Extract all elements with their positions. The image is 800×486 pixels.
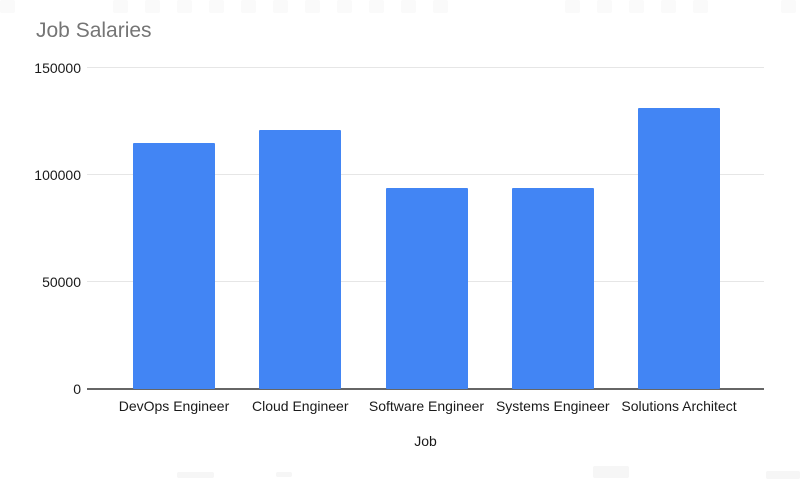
edge-artifact: [145, 0, 160, 13]
edge-artifact: [401, 0, 416, 13]
x-axis-tick-label: Software Engineer: [368, 398, 485, 414]
gridline: [87, 174, 764, 176]
y-axis-tick-label: 100000: [34, 166, 81, 183]
edge-artifact: [241, 0, 256, 13]
edge-artifact: [781, 0, 796, 13]
x-axis-tick-label: DevOps Engineer: [118, 398, 230, 414]
x-axis-tick-label: Systems Engineer: [495, 398, 610, 414]
x-axis-line: [87, 388, 764, 390]
edge-artifact: [305, 0, 320, 13]
bar[interactable]: [638, 108, 720, 389]
edge-artifact: [565, 0, 580, 13]
edge-artifact: [113, 0, 128, 13]
edge-artifact: [177, 0, 192, 13]
edge-artifact: [597, 0, 612, 13]
edge-artifact: [693, 0, 708, 13]
bar[interactable]: [133, 142, 215, 389]
x-axis-tick-label: Solutions Architect: [621, 398, 737, 414]
edge-artifact: [593, 466, 629, 478]
x-axis-title: Job: [414, 433, 437, 449]
y-axis-tick-label: 0: [73, 381, 81, 397]
edge-artifact: [629, 0, 644, 13]
x-axis-tick-label: Cloud Engineer: [251, 398, 349, 414]
y-axis-tick-label: 50000: [42, 273, 81, 290]
chart-title: Job Salaries: [36, 19, 152, 42]
edge-artifact: [177, 472, 214, 478]
y-axis-tick-label: 150000: [34, 59, 81, 76]
bar[interactable]: [511, 187, 594, 389]
edge-artifact: [276, 472, 292, 477]
edge-artifact: [369, 0, 384, 13]
edge-artifact: [0, 0, 15, 13]
edge-artifact: [337, 0, 352, 13]
edge-artifact: [433, 0, 448, 13]
edge-artifact: [273, 0, 288, 13]
edge-artifact: [661, 0, 676, 13]
edge-artifact: [209, 0, 224, 13]
bar[interactable]: [259, 129, 342, 389]
edge-artifact: [766, 471, 800, 479]
gridline: [87, 67, 764, 68]
bar[interactable]: [385, 187, 468, 389]
